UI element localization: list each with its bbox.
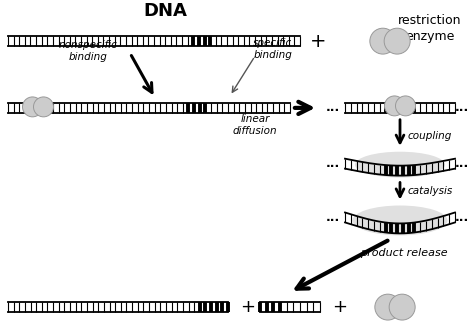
Text: +: + <box>240 298 255 316</box>
Text: linear
diffusion: linear diffusion <box>233 114 277 136</box>
Text: ...: ... <box>326 102 340 114</box>
Circle shape <box>370 28 396 54</box>
Text: restriction
enzyme: restriction enzyme <box>398 14 462 43</box>
Text: ...: ... <box>455 157 469 170</box>
Text: nonspecific
binding: nonspecific binding <box>59 40 118 62</box>
Text: ...: ... <box>455 102 469 114</box>
Ellipse shape <box>355 152 445 178</box>
Ellipse shape <box>353 205 447 236</box>
Text: catalysis: catalysis <box>408 186 453 196</box>
Text: product release: product release <box>360 248 447 258</box>
Text: specific
binding: specific binding <box>254 38 292 60</box>
Text: ...: ... <box>326 211 340 224</box>
Text: DNA: DNA <box>143 2 187 20</box>
Text: coupling: coupling <box>408 131 452 141</box>
Circle shape <box>384 96 404 116</box>
Circle shape <box>384 28 410 54</box>
Text: ...: ... <box>455 211 469 224</box>
Circle shape <box>389 294 415 320</box>
Circle shape <box>395 96 416 116</box>
Circle shape <box>375 294 401 320</box>
Text: ...: ... <box>326 157 340 170</box>
Circle shape <box>34 97 54 117</box>
Circle shape <box>22 97 43 117</box>
Text: +: + <box>332 298 347 316</box>
Text: +: + <box>310 31 326 51</box>
